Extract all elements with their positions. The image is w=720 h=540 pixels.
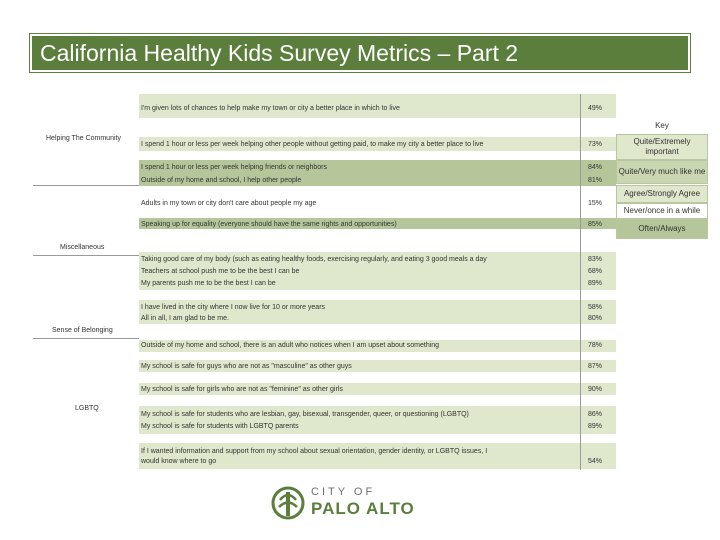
- row-band: [139, 406, 616, 434]
- row-value: 85%: [588, 221, 603, 228]
- row-value: 15%: [588, 200, 603, 207]
- row-value: 89%: [588, 423, 603, 430]
- row-value: 90%: [588, 386, 603, 393]
- row-value: 58%: [588, 304, 603, 311]
- key-item: Quite/Extremely important: [616, 134, 708, 160]
- row-label: I'm given lots of chances to help make m…: [141, 105, 400, 112]
- row-value: 73%: [588, 141, 603, 148]
- row-band: [139, 360, 616, 372]
- row-label: I have lived in the city where I now liv…: [141, 304, 326, 311]
- key-title: Key: [655, 121, 669, 130]
- row-value: 78%: [588, 342, 603, 349]
- category-belonging: Sense of Belonging: [52, 327, 113, 334]
- row-label: Outside of my home and school, there is …: [141, 342, 440, 349]
- row-label: Outside of my home and school, I help ot…: [141, 177, 302, 184]
- row-value: 54%: [588, 458, 603, 465]
- row-label: All in all, I am glad to be me.: [141, 315, 229, 322]
- row-value: 83%: [588, 256, 603, 263]
- row-label: My school is safe for students who are l…: [141, 411, 469, 418]
- title-bar: California Healthy Kids Survey Metrics –…: [29, 33, 691, 73]
- row-value: 89%: [588, 280, 603, 287]
- row-label: My parents push me to be the best I can …: [141, 280, 276, 287]
- logo-city-of: CITY OF: [311, 486, 376, 498]
- row-value: 68%: [588, 268, 603, 275]
- row-label-continued: would know where to go: [141, 458, 217, 465]
- palo-alto-tree-icon: [271, 486, 305, 520]
- category-helping: Helping The Community: [46, 135, 121, 142]
- logo-palo-alto: PALO ALTO: [311, 499, 415, 518]
- row-label: Taking good care of my body (such as eat…: [141, 256, 487, 263]
- row-band: [139, 383, 616, 395]
- row-label: My school is safe for girls who are not …: [141, 386, 343, 393]
- row-value: 87%: [588, 363, 603, 370]
- row-band: [139, 443, 616, 469]
- category-divider: [33, 185, 139, 186]
- row-label: My school is safe for guys who are not a…: [141, 363, 352, 370]
- row-label: Adults in my town or city don't care abo…: [141, 200, 317, 207]
- category-divider: [33, 338, 139, 339]
- row-band: [139, 94, 616, 118]
- row-value: 81%: [588, 177, 603, 184]
- key-item: Never/once in a while: [616, 203, 708, 219]
- category-lgbtq: LGBTQ: [75, 405, 99, 412]
- city-logo: CITY OF PALO ALTO: [271, 486, 441, 522]
- row-value: 49%: [588, 105, 603, 112]
- page-title: California Healthy Kids Survey Metrics –…: [40, 40, 519, 66]
- row-band: [139, 160, 616, 186]
- category-misc: Miscellaneous: [60, 244, 105, 251]
- key-item: Often/Always: [616, 219, 708, 239]
- row-band: [139, 340, 616, 352]
- row-label: Speaking up for equality (everyone shoul…: [141, 221, 397, 228]
- row-value: 84%: [588, 164, 603, 171]
- row-value: 80%: [588, 315, 603, 322]
- row-band: [139, 252, 616, 290]
- row-label: If I wanted information and support from…: [141, 448, 488, 455]
- key-item: Quite/Very much like me: [616, 160, 708, 184]
- row-band: [139, 137, 616, 151]
- column-divider: [580, 94, 581, 470]
- key-item: Agree/Strongly Agree: [616, 185, 708, 203]
- row-value: 86%: [588, 411, 603, 418]
- row-band: [139, 218, 616, 229]
- row-band: [139, 300, 616, 324]
- row-label: My school is safe for students with LGBT…: [141, 423, 299, 430]
- row-label: I spend 1 hour or less per week helping …: [141, 141, 484, 148]
- category-divider: [33, 255, 139, 256]
- row-label: I spend 1 hour or less per week helping …: [141, 164, 327, 171]
- row-label: Teachers at school push me to be the bes…: [141, 268, 300, 275]
